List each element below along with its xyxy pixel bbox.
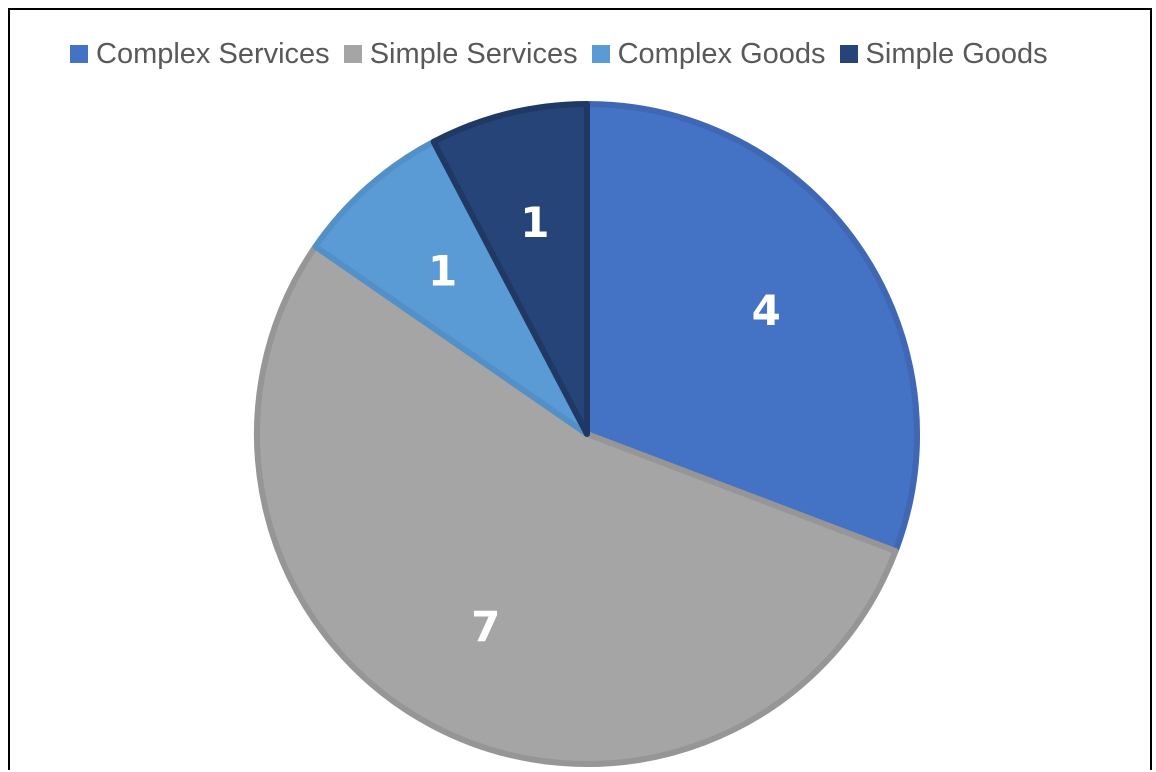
pie-slice-simple-services bbox=[254, 243, 899, 767]
pie-slice-complex-goods bbox=[312, 138, 590, 437]
pie-slice-simple-goods bbox=[430, 101, 590, 437]
pie-slice-complex-services bbox=[584, 101, 920, 555]
legend-label-simple-goods: Simple Goods bbox=[865, 37, 1048, 70]
legend-swatch-complex-services bbox=[70, 45, 88, 63]
data-label-complex-services: 4 bbox=[752, 286, 781, 335]
legend-item-simple-services: Simple Services bbox=[343, 37, 578, 70]
legend-swatch-simple-services bbox=[343, 45, 362, 63]
legend-label-simple-services: Simple Services bbox=[369, 37, 578, 70]
data-label-simple-services: 7 bbox=[471, 602, 500, 651]
legend-swatch-complex-goods bbox=[591, 45, 610, 63]
legend-item-complex-services: Complex Services bbox=[70, 37, 330, 70]
legend-swatch-simple-goods bbox=[839, 45, 858, 63]
legend-label-complex-goods: Complex Goods bbox=[617, 37, 826, 70]
legend-item-complex-goods: Complex Goods bbox=[591, 37, 826, 70]
legend: Complex Services Simple Services Complex… bbox=[70, 36, 1048, 72]
legend-item-simple-goods: Simple Goods bbox=[839, 37, 1048, 70]
pie-data-labels: 4 7 1 1 bbox=[428, 198, 781, 651]
pie-slices bbox=[254, 101, 920, 767]
legend-label-complex-services: Complex Services bbox=[96, 37, 330, 70]
data-label-complex-goods: 1 bbox=[428, 246, 457, 295]
data-label-simple-goods: 1 bbox=[520, 198, 549, 247]
